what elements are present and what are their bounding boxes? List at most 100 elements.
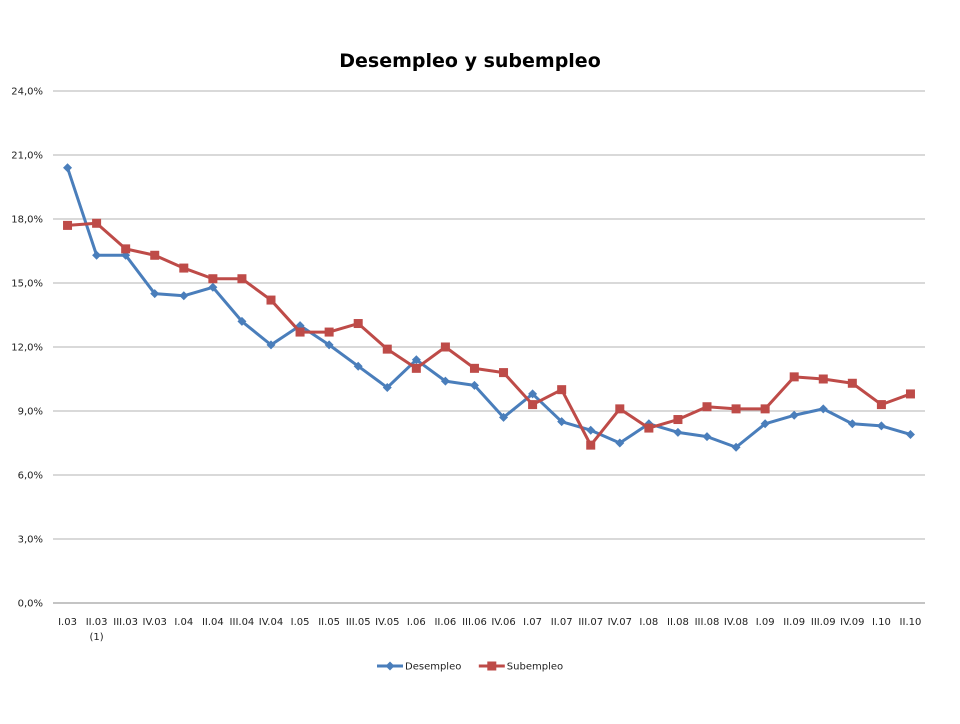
data-point-subempleo	[731, 404, 741, 414]
x-tick-label: II.06	[434, 617, 456, 628]
data-point-subempleo	[760, 404, 770, 414]
y-tick-label: 9,0%	[18, 407, 43, 418]
x-tick-label: IV.05	[375, 617, 399, 628]
x-tick-label: I.05	[291, 617, 310, 628]
data-point-subempleo	[673, 415, 683, 425]
x-tick-label: IV.03	[143, 617, 167, 628]
data-point-desempleo	[557, 417, 567, 427]
data-point-desempleo	[528, 389, 538, 399]
data-point-desempleo	[324, 340, 334, 350]
data-point-desempleo	[760, 419, 770, 429]
data-point-desempleo	[876, 421, 886, 431]
data-point-desempleo	[847, 419, 857, 429]
x-tick-label: II.03	[86, 617, 108, 628]
data-point-subempleo	[586, 440, 596, 450]
data-point-desempleo	[789, 410, 799, 420]
data-point-subempleo	[847, 378, 857, 388]
x-tick-label: III.08	[695, 617, 720, 628]
gridlines	[53, 90, 925, 604]
x-tick-label: II.07	[551, 617, 573, 628]
data-point-subempleo	[469, 363, 479, 373]
data-point-subempleo	[324, 327, 334, 337]
legend-label-subempleo: Subempleo	[507, 662, 563, 673]
y-tick-label: 21,0%	[11, 151, 43, 162]
y-tick-label: 24,0%	[11, 87, 43, 98]
data-point-subempleo	[121, 244, 131, 254]
y-tick-label: 6,0%	[18, 471, 43, 482]
x-tick-label: II.04	[202, 617, 224, 628]
y-tick-label: 18,0%	[11, 215, 43, 226]
x-tick-label: III.04	[230, 617, 255, 628]
legend-marker-subempleo	[487, 661, 497, 671]
y-axis-tick-labels: 0,0% 3,0% 6,0% 9,0% 12,0% 15,0% 18,0% 21,0% 24,0…	[11, 87, 43, 610]
series-line-subempleo	[67, 221, 911, 447]
data-point-desempleo	[208, 282, 218, 292]
data-point-subempleo	[237, 274, 247, 284]
data-point-desempleo	[411, 355, 421, 365]
x-tick-label: IV.06	[491, 617, 515, 628]
x-tick-label: IV.08	[724, 617, 748, 628]
data-point-desempleo	[440, 376, 450, 386]
x-tick-label: III.06	[462, 617, 487, 628]
x-tick-label: III.09	[811, 617, 836, 628]
data-point-desempleo	[92, 250, 102, 260]
y-tick-label: 0,0%	[18, 599, 43, 610]
data-point-subempleo	[353, 319, 363, 329]
x-axis-tick-labels: I.03 II.03 (1) III.03 IV.03 I.04 II.04 III.04 IV…	[58, 617, 921, 643]
data-point-subempleo	[905, 389, 915, 399]
x-tick-label: II.10	[900, 617, 922, 628]
series-subempleo	[63, 218, 915, 450]
data-point-desempleo	[382, 383, 392, 393]
x-tick-label: IV.04	[259, 617, 283, 628]
data-point-desempleo	[731, 442, 741, 452]
x-tick-label: III.03	[113, 617, 138, 628]
data-point-subempleo	[150, 250, 160, 260]
data-point-subempleo	[266, 295, 276, 305]
data-point-desempleo	[179, 291, 189, 301]
x-tick-label: II.08	[667, 617, 689, 628]
data-point-subempleo	[63, 220, 73, 230]
legend-label-desempleo: Desempleo	[405, 662, 461, 673]
data-point-subempleo	[179, 263, 189, 273]
x-tick-label: I.06	[407, 617, 426, 628]
x-tick-label: I.07	[523, 617, 542, 628]
data-point-desempleo	[469, 380, 479, 390]
x-tick-label: I.08	[639, 617, 658, 628]
data-point-desempleo	[63, 163, 73, 173]
data-point-subempleo	[528, 400, 538, 410]
data-point-desempleo	[702, 432, 712, 442]
x-tick-label: I.03	[58, 617, 77, 628]
y-tick-label: 3,0%	[18, 535, 43, 546]
data-point-desempleo	[237, 316, 247, 326]
chart-title: Desempleo y subempleo	[339, 50, 601, 72]
data-point-subempleo	[382, 344, 392, 354]
data-point-subempleo	[702, 402, 712, 412]
data-point-subempleo	[557, 385, 567, 395]
x-tick-label: IV.07	[608, 617, 632, 628]
legend-marker-desempleo	[385, 661, 395, 671]
data-point-subempleo	[208, 274, 218, 284]
x-tick-label: IV.09	[840, 617, 864, 628]
y-tick-label: 15,0%	[11, 279, 43, 290]
data-point-subempleo	[789, 372, 799, 382]
x-tick-label: III.07	[578, 617, 603, 628]
data-point-desempleo	[150, 289, 160, 299]
data-point-subempleo	[615, 404, 625, 414]
legend-item-desempleo: Desempleo	[377, 661, 461, 673]
data-point-subempleo	[876, 400, 886, 410]
data-point-subempleo	[92, 218, 102, 228]
data-point-desempleo	[818, 404, 828, 414]
data-point-desempleo	[905, 429, 915, 439]
y-tick-label: 12,0%	[11, 343, 43, 354]
x-tick-label: I.10	[872, 617, 891, 628]
data-point-desempleo	[615, 438, 625, 448]
data-point-desempleo	[499, 412, 509, 422]
data-point-subempleo	[440, 342, 450, 352]
data-point-subempleo	[295, 327, 305, 337]
data-point-desempleo	[586, 425, 596, 435]
data-point-subempleo	[499, 368, 509, 378]
data-point-desempleo	[266, 340, 276, 350]
series-layer	[63, 163, 915, 452]
